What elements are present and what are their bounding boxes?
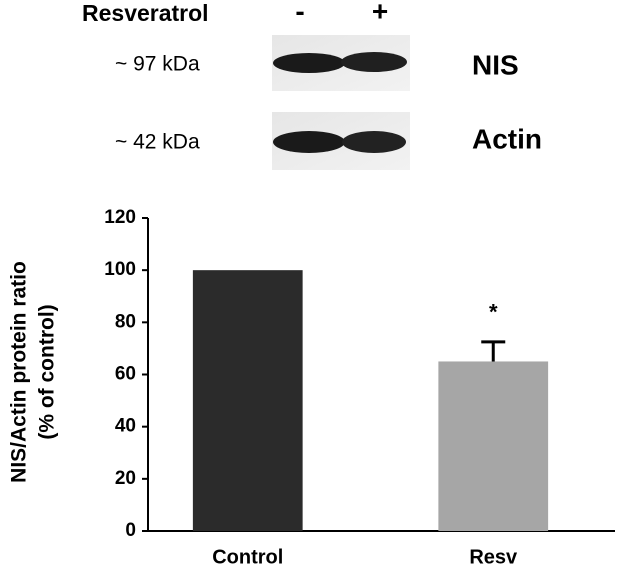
y-tick-label: 20 <box>115 468 136 489</box>
blot-band <box>342 131 406 153</box>
band-size: ~ 42 kDa <box>115 131 200 154</box>
y-tick-label: 100 <box>104 259 136 280</box>
y-tick-label: 120 <box>104 207 136 228</box>
blot-band <box>273 131 345 153</box>
treatment-label: Resveratrol <box>82 0 209 26</box>
y-tick-label: 0 <box>125 520 136 541</box>
blot-band <box>273 53 345 73</box>
band-size: ~ 97 kDa <box>115 53 200 76</box>
y-tick-label: 80 <box>115 311 136 332</box>
significance-marker: * <box>489 300 498 325</box>
y-axis-label: (% of control) <box>36 304 59 439</box>
x-tick-label: Resv <box>469 546 518 568</box>
x-tick-label: Control <box>212 546 283 568</box>
y-tick-label: 40 <box>115 416 136 437</box>
band-protein: NIS <box>472 49 519 80</box>
bar <box>192 270 303 531</box>
y-axis-label: NIS/Actin protein ratio <box>8 261 31 483</box>
error-bar <box>481 340 506 362</box>
band-protein: Actin <box>472 123 542 154</box>
lane-label: - <box>295 0 304 26</box>
y-tick-label: 60 <box>115 364 136 385</box>
bar <box>438 361 549 531</box>
blot-band <box>341 52 407 72</box>
lane-label: + <box>372 0 388 26</box>
